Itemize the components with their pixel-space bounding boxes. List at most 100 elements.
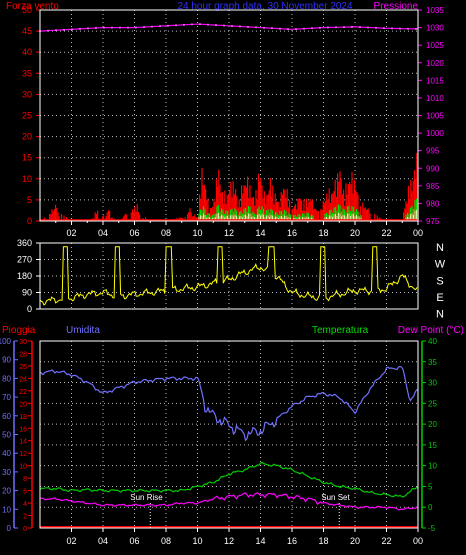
x-tick-label: 08 <box>161 228 171 238</box>
pressure-point <box>351 26 353 28</box>
x-tick-label: 00 <box>413 536 423 546</box>
x-tick-label: 22 <box>381 228 391 238</box>
pressure-point <box>79 28 81 30</box>
temp-axis-label: Temperatura <box>312 325 369 336</box>
wind-tick-label: 5 <box>27 195 32 205</box>
rain-tick-label: 30 <box>19 339 27 346</box>
pressure-point <box>63 28 65 31</box>
pressure-point <box>215 24 217 26</box>
rain-tick-label: 20 <box>19 401 27 408</box>
rain-tick-label: 24 <box>19 376 27 383</box>
wind-tick-label: 10 <box>22 174 32 184</box>
pressure-point <box>159 25 161 27</box>
pressure-tick-label: 985 <box>426 182 440 191</box>
sunset-label: Sun Set <box>321 493 350 502</box>
x-tick-label: 16 <box>287 536 297 546</box>
pressure-point <box>47 29 49 32</box>
pressure-tick-label: 1035 <box>426 6 444 15</box>
pressure-point <box>391 27 393 30</box>
humidity-tick-label: 80 <box>2 374 11 383</box>
rain-tick-label: 6 <box>23 489 27 496</box>
pressure-point <box>343 26 345 28</box>
pressure-point <box>231 25 233 27</box>
temp-tick-label: 25 <box>428 399 437 408</box>
compass-label: N <box>436 309 444 321</box>
rain-tick-label: 10 <box>19 464 27 471</box>
pressure-point <box>383 27 385 29</box>
temp-tick-label: -5 <box>428 524 436 533</box>
pressure-point <box>367 26 369 29</box>
pressure-point <box>263 26 265 29</box>
wind-tick-label: 15 <box>22 153 32 163</box>
pressure-point <box>295 28 297 30</box>
dewpoint-line <box>39 492 419 511</box>
temp-tick-label: 20 <box>428 420 437 429</box>
pressure-tick-label: 975 <box>426 217 440 226</box>
x-tick-label: 12 <box>224 228 234 238</box>
pressure-point <box>207 23 209 26</box>
wind-tick-label: 30 <box>22 89 32 99</box>
pressure-point <box>199 23 201 26</box>
rain-tick-label: 2 <box>23 514 27 521</box>
pressure-tick-label: 990 <box>426 164 440 173</box>
dir-tick-label: 180 <box>17 271 32 281</box>
wind-tick-label: 0 <box>27 216 32 226</box>
humidity-tick-label: 90 <box>2 356 11 365</box>
rain-tick-label: 26 <box>19 364 27 371</box>
x-tick-label: 20 <box>350 536 360 546</box>
pressure-point <box>191 23 193 26</box>
pressure-point <box>415 28 417 30</box>
pressure-point <box>247 26 249 28</box>
rain-tick-label: 4 <box>23 501 27 508</box>
humidity-tick-label: 100 <box>0 337 12 346</box>
rain-tick-label: 12 <box>19 451 27 458</box>
compass-label: S <box>436 275 443 287</box>
rain-tick-label: 14 <box>19 439 27 446</box>
humidity-axis-label: Umidita <box>66 325 100 336</box>
dir-tick-label: 270 <box>17 255 32 265</box>
pressure-point <box>279 27 281 30</box>
rain-tick-label: 16 <box>19 426 27 433</box>
x-tick-label: 14 <box>255 228 265 238</box>
humidity-tick-label: 20 <box>2 487 11 496</box>
wind-tick-label: 40 <box>22 47 32 57</box>
x-tick-label: 14 <box>255 536 265 546</box>
pressure-tick-label: 1000 <box>426 129 444 138</box>
x-tick-label: 10 <box>192 536 202 546</box>
temperature-line <box>39 461 419 498</box>
pressure-point <box>135 26 137 29</box>
pressure-point <box>255 26 257 29</box>
compass-label: W <box>435 259 446 271</box>
pressure-point <box>175 24 177 27</box>
rain-tick-label: 8 <box>23 476 27 483</box>
wind-tick-label: 50 <box>22 5 32 15</box>
x-tick-label: 12 <box>224 536 234 546</box>
panel-frame <box>39 9 419 222</box>
pressure-point <box>399 27 401 30</box>
wind-tick-label: 25 <box>22 111 32 121</box>
x-tick-label: 18 <box>318 536 328 546</box>
pressure-point <box>239 25 241 28</box>
rain-tick-label: 22 <box>19 389 27 396</box>
wind-tick-label: 45 <box>22 26 32 36</box>
pressure-point <box>359 26 361 28</box>
humidity-tick-label: 40 <box>2 449 11 458</box>
humidity-tick-label: 10 <box>2 505 11 514</box>
pressure-tick-label: 1015 <box>426 76 444 85</box>
humidity-tick-label: 50 <box>2 431 11 440</box>
rain-tick-label: 28 <box>19 351 27 358</box>
x-tick-label: 06 <box>129 228 139 238</box>
x-tick-label: 02 <box>66 228 76 238</box>
pressure-tick-label: 1020 <box>426 59 444 68</box>
pressure-tick-label: 1005 <box>426 112 444 121</box>
pressure-point <box>167 24 169 27</box>
humidity-tick-label: 60 <box>2 412 11 421</box>
x-tick-label: 18 <box>318 228 328 238</box>
rain-tick-label: 18 <box>19 414 27 421</box>
pressure-tick-label: 1010 <box>426 94 444 103</box>
compass-label: N <box>436 242 444 254</box>
wind-axis-label: Forza vento <box>6 1 59 12</box>
dir-tick-label: 0 <box>27 304 32 314</box>
x-tick-label: 22 <box>381 536 391 546</box>
